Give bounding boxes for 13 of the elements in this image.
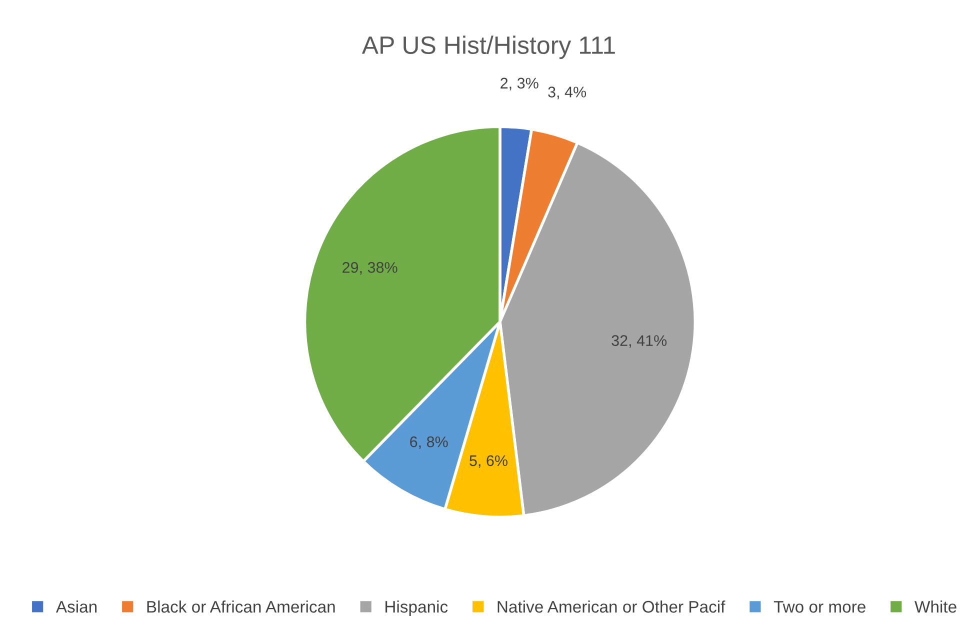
legend-label: Two or more (774, 601, 866, 613)
legend-label: Native American or Other Pacif (498, 600, 726, 613)
data-label: 2, 3% (500, 78, 538, 90)
data-label: 5, 6% (470, 455, 508, 468)
legend-label: White (914, 600, 956, 613)
data-label: 6, 8% (410, 436, 448, 450)
data-label: 29, 38% (342, 262, 398, 275)
data-label: 3, 4% (548, 86, 586, 100)
chart-title: AP US Hist/History 111 (362, 36, 615, 59)
data-label: 32, 41% (612, 335, 667, 348)
legend-label: Hispanic (386, 600, 448, 616)
legend-label: Asian (56, 600, 97, 613)
legend-label: Black or African American (147, 600, 335, 613)
